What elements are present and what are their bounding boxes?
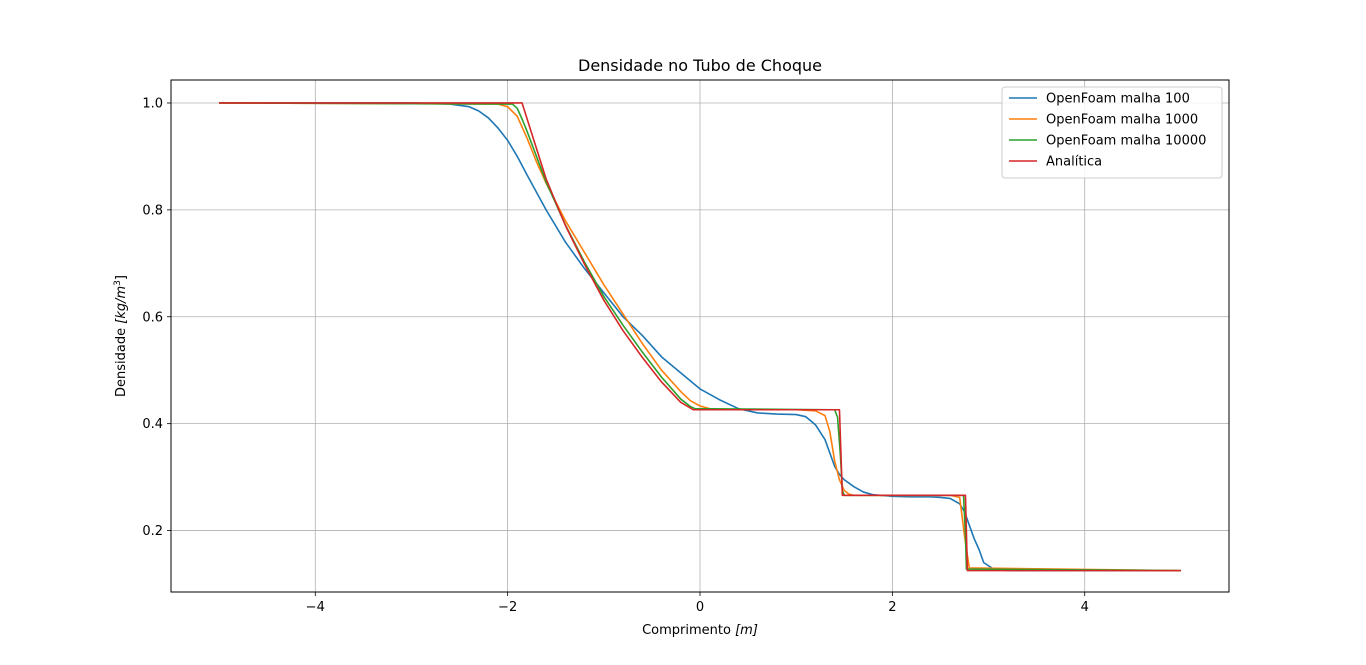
legend-entry: OpenFoam malha 10000 <box>1046 134 1206 149</box>
x-tick-label: 4 <box>1081 600 1089 615</box>
x-axis-label-unit: [m] <box>735 623 758 638</box>
y-tick-label: 0.4 <box>142 417 163 432</box>
y-tick-label: 0.6 <box>142 310 163 325</box>
y-axis-label-unit: [kg/m <box>114 286 129 324</box>
y-axis-label: Densidade [kg/m3] <box>113 275 129 397</box>
x-tick-label: −4 <box>306 600 325 615</box>
legend-entry: OpenFoam malha 100 <box>1046 92 1190 107</box>
y-axis-label-close: ] <box>114 275 129 280</box>
y-axis-label-text: Densidade <box>114 324 129 397</box>
x-axis-label: Comprimento [m] <box>642 623 758 638</box>
legend-box <box>1001 86 1223 179</box>
legend-entry: OpenFoam malha 1000 <box>1046 113 1198 128</box>
series-group <box>219 102 1181 572</box>
y-axis-label-sup: 3 <box>113 280 123 286</box>
legend-entry: Analítica <box>1046 155 1102 170</box>
legend: OpenFoam malha 100 OpenFoam malha 1000 Ope… <box>1001 86 1223 179</box>
y-tick-label: 0.2 <box>142 524 163 539</box>
chart-title: Densidade no Tubo de Choque <box>578 56 822 75</box>
x-tick-label: −2 <box>498 600 517 615</box>
x-tick-label: 0 <box>696 600 704 615</box>
series-line-4 <box>219 102 1181 572</box>
x-tick-label: 2 <box>888 600 896 615</box>
y-ticks: 0.2 0.4 0.6 0.8 1.0 <box>142 96 171 539</box>
y-tick-label: 1.0 <box>142 96 163 111</box>
x-ticks: −4 −2 0 2 4 <box>306 592 1089 615</box>
y-tick-label: 0.8 <box>142 203 163 218</box>
x-axis-label-text: Comprimento <box>642 623 735 638</box>
